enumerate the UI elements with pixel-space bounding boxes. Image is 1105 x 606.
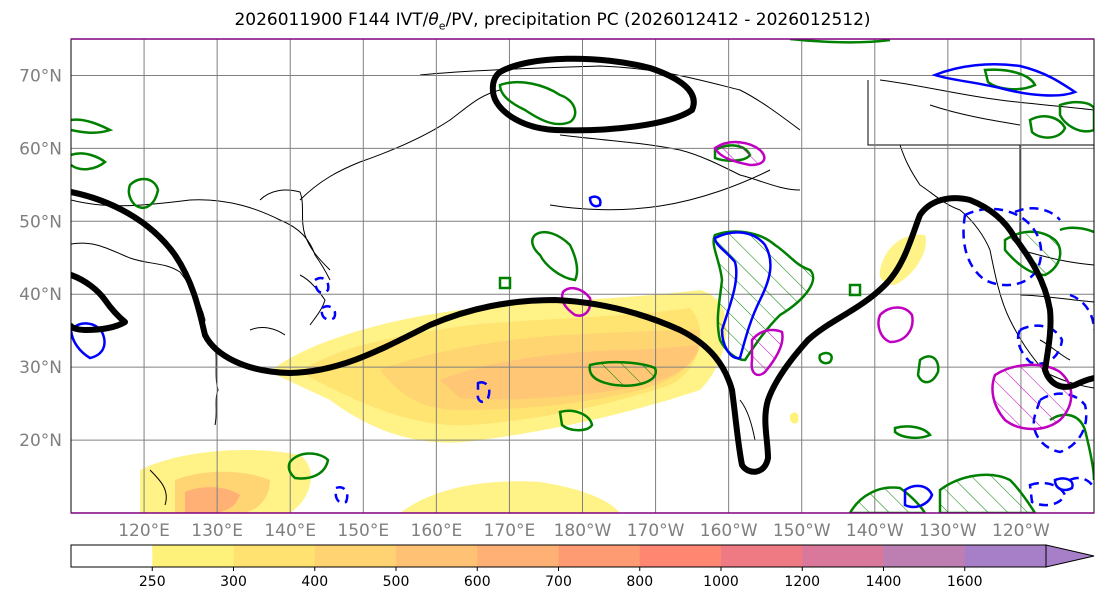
precip-contours-blue-dashed [313,207,1094,507]
colorbar-tick-label: 800 [626,574,653,590]
longitude-labels: 120°E 130°E 140°E 150°E 160°E 170°E 180°W 170°W… [118,521,1050,541]
lat-tick-label: 50°N [19,212,62,232]
lon-tick-label: 140°E [264,521,316,541]
colorbar-tick-label: 1600 [947,574,983,590]
colorbar-segment [152,545,234,567]
colorbar-tick-label: 300 [220,574,247,590]
colorbar-segment [233,545,316,567]
lon-tick-label: 160°W [700,521,758,541]
colorbar-tick-label: 700 [545,574,572,590]
colorbar-segment [71,545,153,567]
colorbar-tick-label: 400 [301,574,328,590]
map-panel [71,39,1094,513]
colorbar-tick-label: 1200 [784,574,820,590]
colorbar-tick-label: 500 [383,574,410,590]
colorbar-tick-label: 600 [464,574,491,590]
chart-title: 2026011900 F144 IVT/θe/PV, precipitation… [234,10,871,33]
lat-tick-label: 70°N [19,66,62,86]
lon-tick-label: 170°E [484,521,536,541]
pv-contours [71,55,1094,475]
lon-tick-label: 150°E [337,521,389,541]
colorbar: 250 300 400 500 600 700 800 1000 1200 1400 1600 [70,544,1095,590]
colorbar-segment [477,545,559,567]
lat-tick-label: 20°N [19,431,62,451]
latitude-labels: 70°N 60°N 50°N 40°N 30°N 20°N [19,66,62,451]
colorbar-segment [964,545,1047,567]
colorbar-segment [721,545,803,567]
colorbar-extend-arrow [1045,544,1095,568]
lat-tick-label: 30°N [19,358,62,378]
colorbar-tick-label: 250 [139,574,166,590]
lon-tick-label: 130°E [191,521,243,541]
theta-e-contours [71,39,1094,513]
lon-tick-label: 120°E [118,521,170,541]
colorbar-segment [558,545,641,567]
colorbar-segment [314,545,397,567]
lon-tick-label: 170°W [627,521,685,541]
colorbar-tick-label: 1400 [866,574,902,590]
lon-tick-label: 150°W [773,521,831,541]
colorbar-segment [396,545,478,567]
lat-tick-label: 40°N [19,285,62,305]
colorbar-tick-label: 1000 [703,574,739,590]
colorbar-segment [639,545,722,567]
lat-tick-label: 60°N [19,139,62,159]
lon-tick-label: 130°W [919,521,977,541]
precip-contours-blue [71,63,1078,509]
lon-tick-label: 180°W [554,521,612,541]
lon-tick-label: 120°W [992,521,1050,541]
lon-tick-label: 140°W [846,521,904,541]
lon-tick-label: 160°E [411,521,463,541]
colorbar-segment [883,545,966,567]
colorbar-segment [802,545,884,567]
